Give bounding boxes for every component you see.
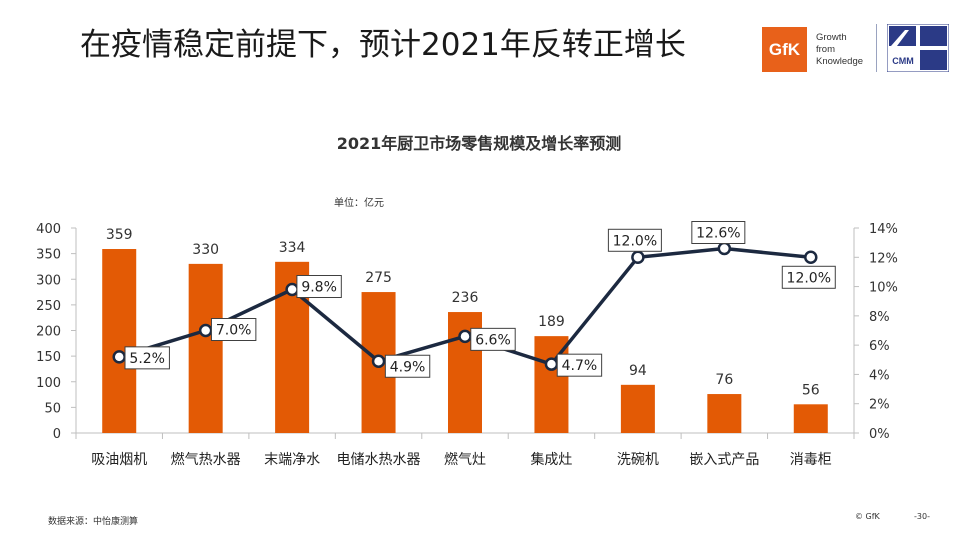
- bar-value-label: 189: [538, 314, 565, 330]
- y2-tick-label: 12%: [869, 251, 898, 266]
- growth-value-label: 4.7%: [562, 358, 598, 374]
- growth-value-label: 7.0%: [216, 323, 252, 339]
- x-tick-label: 洗碗机: [617, 452, 659, 468]
- bar: [102, 249, 137, 433]
- y2-tick-label: 8%: [869, 310, 890, 325]
- y2-tick-label: 2%: [869, 398, 890, 413]
- growth-value-label: 12.0%: [613, 233, 657, 249]
- y-tick-label: 100: [36, 376, 61, 391]
- x-tick-label: 嵌入式产品: [689, 452, 759, 468]
- bar-value-label: 334: [279, 240, 306, 256]
- bar-value-label: 330: [192, 242, 219, 258]
- cmm-logo-text: CMM: [892, 56, 914, 66]
- growth-label-box: [781, 265, 836, 289]
- growth-value-label: 6.6%: [475, 332, 511, 348]
- logo-divider: [876, 24, 877, 72]
- gfk-logo: GfK: [762, 27, 807, 72]
- tagline-line: Knowledge: [816, 56, 864, 67]
- y-tick-label: 300: [36, 273, 61, 288]
- bar: [793, 404, 828, 433]
- y-tick-label: 350: [36, 248, 61, 263]
- y2-tick-label: 14%: [869, 222, 898, 237]
- growth-label-box: [384, 354, 431, 378]
- y2-tick-label: 4%: [869, 368, 890, 383]
- unit-label: 单位：亿元: [334, 198, 384, 209]
- x-tick-label: 末端净水: [264, 452, 320, 468]
- gfk-tagline: Growth from Knowledge: [816, 32, 863, 68]
- y-tick-label: 0: [53, 427, 61, 442]
- x-tick-label: 燃气热水器: [171, 451, 241, 468]
- y-tick-label: 200: [36, 325, 61, 340]
- growth-point: [631, 250, 645, 265]
- bar-value-label: 76: [715, 372, 733, 388]
- y2-tick-label: 0%: [869, 427, 890, 442]
- x-tick-label: 电储水热水器: [337, 452, 421, 468]
- bar-value-label: 94: [629, 363, 647, 379]
- chart-title: 2021年厨卫市场零售规模及增长率预测: [336, 134, 622, 153]
- y-tick-label: 400: [36, 222, 61, 237]
- y-tick-label: 150: [36, 350, 61, 365]
- source-note: 数据来源：中怡康测算: [48, 517, 139, 527]
- y-tick-label: 250: [36, 299, 61, 314]
- growth-value-label: 12.0%: [787, 270, 831, 286]
- bar-value-label: 236: [452, 290, 479, 306]
- x-tick-label: 集成灶: [530, 451, 572, 468]
- growth-label-box: [691, 221, 746, 244]
- growth-value-label: 4.9%: [390, 359, 426, 375]
- bar: [707, 394, 742, 433]
- growth-value-label: 12.6%: [696, 226, 740, 242]
- copyright: © GfK: [855, 512, 880, 521]
- bar: [188, 263, 223, 433]
- growth-point: [717, 241, 732, 256]
- growth-point: [544, 357, 559, 371]
- tagline-line: Growth: [816, 32, 847, 43]
- growth-point: [371, 354, 386, 368]
- x-tick-label: 吸油烟机: [91, 452, 147, 468]
- growth-value-label: 9.8%: [301, 280, 337, 296]
- growth-label-box: [124, 346, 170, 370]
- growth-label-box: [210, 318, 257, 341]
- bar-value-label: 275: [365, 270, 392, 286]
- x-tick-label: 燃气灶: [444, 451, 486, 468]
- growth-value-label: 5.2%: [129, 351, 165, 367]
- x-tick-label: 消毒柜: [790, 452, 832, 468]
- y2-tick-label: 6%: [869, 339, 890, 354]
- cmm-logo: CMM: [887, 24, 949, 72]
- growth-point: [285, 282, 299, 297]
- y-tick-label: 50: [44, 401, 61, 416]
- bar-value-label: 56: [802, 382, 820, 398]
- tagline-line: from: [816, 44, 835, 55]
- bar-value-label: 359: [106, 227, 133, 243]
- page-title: 在疫情稳定前提下，预计2021年反转正增长: [80, 27, 686, 63]
- growth-point: [804, 250, 818, 265]
- y2-tick-label: 10%: [869, 281, 898, 296]
- growth-point: [458, 329, 472, 344]
- growth-label-box: [296, 275, 342, 298]
- growth-point: [198, 323, 213, 338]
- growth-label-box: [607, 228, 662, 252]
- growth-label-box: [556, 353, 603, 377]
- page-number: -30-: [914, 512, 930, 521]
- growth-label-box: [470, 327, 516, 351]
- growth-point: [112, 350, 126, 364]
- bar: [620, 384, 655, 433]
